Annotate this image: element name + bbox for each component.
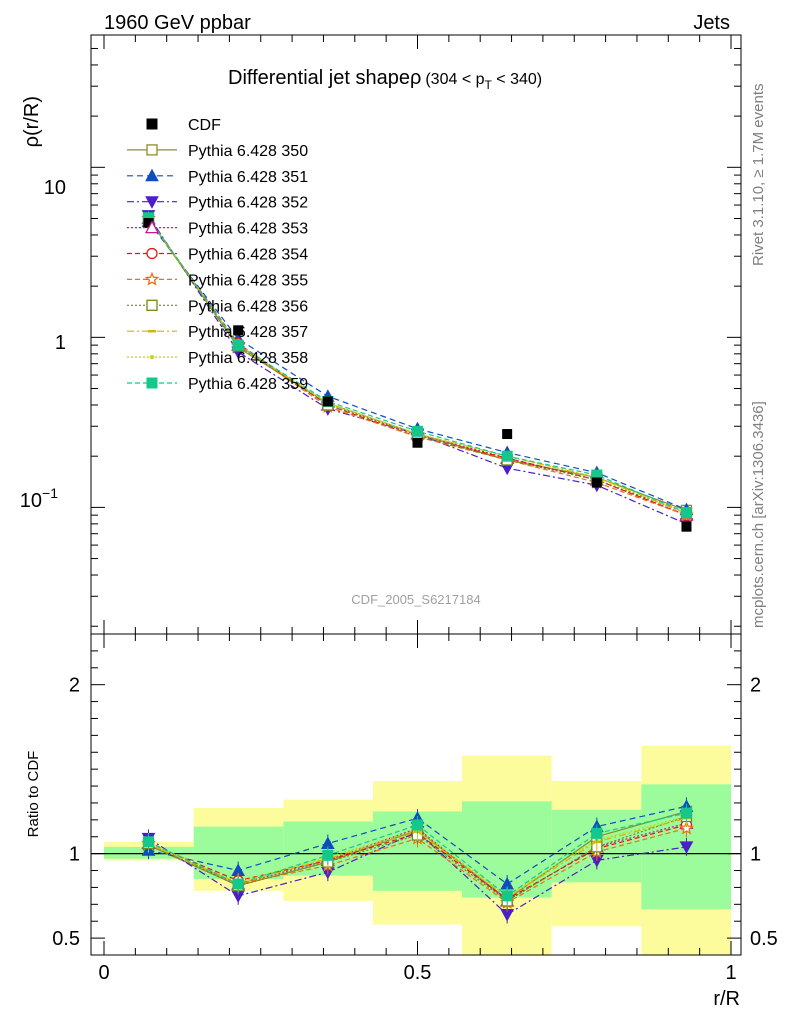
legend-label: Pythia 6.428 357: [188, 324, 308, 341]
ytick-label-10: 10: [44, 177, 66, 199]
ratio-series-point-2: [679, 841, 694, 854]
legend-label: Pythia 6.428 350: [188, 143, 308, 160]
data-point: [143, 218, 154, 229]
legend-label: Pythia 6.428 355: [188, 272, 308, 289]
ratio-axes: 2 2 1 1 0.5 0.5 0 0.5 1: [52, 633, 778, 984]
legend-marker: [144, 220, 160, 234]
legend-marker: [145, 168, 159, 182]
ratio-ytick-label-right: 1: [750, 844, 761, 866]
main-axes: [91, 34, 741, 634]
ratio-ytick-label-left: 0.5: [52, 928, 80, 950]
ratio-ytick-label-right: 2: [750, 675, 761, 697]
data-point: [233, 325, 244, 336]
ratio-series-point-9: [143, 836, 155, 848]
main-ylabel: ρ(r/R): [21, 96, 43, 147]
data-point: [591, 477, 602, 488]
plot-title: Differential jet shapeρ (304 < pT < 340): [228, 67, 542, 92]
legend-marker: [145, 196, 159, 209]
analysis-watermark: CDF_2005_S6217184: [351, 592, 480, 607]
xtick-label: 0.5: [404, 962, 432, 984]
ratio-ytick-label-left: 1: [69, 844, 80, 866]
ratio-series-point-9: [232, 878, 244, 890]
legend-label: Pythia 6.428 358: [188, 350, 308, 367]
legend-label: Pythia 6.428 351: [188, 169, 308, 186]
ratio-series-point-5: [679, 820, 694, 835]
legend-label: Pythia 6.428 353: [188, 221, 308, 238]
ratio-series-point-9: [680, 807, 692, 819]
legend-label: CDF: [188, 117, 221, 134]
data-point: [681, 521, 692, 532]
legend-label: Pythia 6.428 359: [188, 376, 308, 393]
ratio-data-layer: [91, 745, 741, 955]
ytick-label-1: 1: [55, 332, 66, 354]
legend-label: Pythia 6.428 354: [188, 247, 308, 264]
series-point-9: [680, 507, 692, 519]
data-point: [502, 429, 513, 440]
data-point: [322, 396, 333, 407]
legend-marker: [146, 299, 158, 311]
xtick-label: 1: [725, 962, 736, 984]
series-point-9: [501, 450, 513, 462]
ratio-frame: [90, 633, 742, 956]
legend-label: Pythia 6.428 352: [188, 195, 308, 212]
ratio-series-point-9: [591, 827, 603, 839]
legend-marker: [150, 355, 154, 360]
x-axis-label: r/R: [713, 988, 740, 1010]
legend-marker: [146, 247, 158, 260]
mcplots-label: mcplots.cern.ch [arXiv:1306.3436]: [750, 401, 767, 628]
ratio-panel: 2 2 1 1 0.5 0.5 0 0.5 1 Ratio to CDF: [25, 633, 778, 984]
legend-marker: [146, 118, 158, 130]
main-data-layer: [141, 210, 694, 532]
main-panel: Differential jet shapeρ (304 < pT < 340) …: [20, 34, 742, 635]
ratio-series-point-9: [501, 890, 513, 902]
header-right: Jets: [693, 12, 730, 34]
data-point: [412, 437, 423, 448]
xtick-label: 0: [98, 962, 109, 984]
legend-marker: [146, 377, 158, 389]
legend-label: Pythia 6.428 356: [188, 298, 308, 315]
ytick-label-0.1: 10−1: [20, 485, 58, 512]
ratio-series-point-9: [322, 849, 334, 861]
header-left: 1960 GeV ppbar: [104, 12, 251, 34]
rivet-label: Rivet 3.1.10, ≥ 1.7M events: [750, 84, 767, 267]
legend: CDF Pythia 6.428 350 Pythia 6.428 351 Pythi…: [127, 117, 308, 393]
legend-marker: [146, 144, 158, 156]
ratio-ylabel: Ratio to CDF: [25, 751, 42, 838]
legend-marker: [144, 271, 160, 286]
ratio-ytick-label-left: 2: [69, 675, 80, 697]
ratio-ytick-label-right: 0.5: [750, 928, 778, 950]
series-point-9: [232, 339, 244, 351]
ratio-series-point-9: [412, 819, 423, 831]
series-point-9: [412, 425, 423, 437]
